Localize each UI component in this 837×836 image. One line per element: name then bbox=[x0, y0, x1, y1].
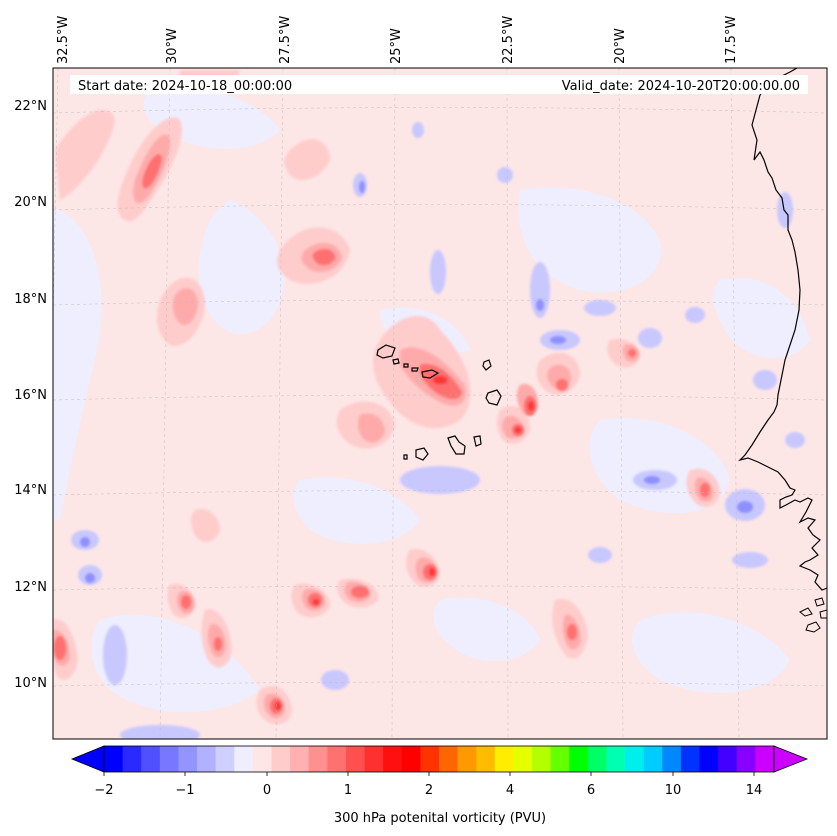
colorbar-segment bbox=[290, 746, 310, 772]
colorbar-segment bbox=[662, 746, 682, 772]
colorbar-segment bbox=[252, 746, 272, 772]
colorbar-segment bbox=[159, 746, 179, 772]
longitude-labels: 32.5°W 30°W 27.5°W 25°W 22.5°W 20°W 17.5… bbox=[56, 16, 739, 64]
colorbar-max-extension bbox=[773, 745, 809, 773]
colorbar-segment bbox=[122, 746, 142, 772]
colorbar-tick-label: 10 bbox=[665, 783, 682, 798]
colorbar-segment bbox=[476, 746, 496, 772]
gridlines bbox=[53, 68, 827, 739]
lon-label: 20°W bbox=[613, 28, 628, 64]
colorbar-segment bbox=[513, 746, 533, 772]
colorbar-frame bbox=[103, 745, 775, 773]
lat-label: 18°N bbox=[14, 292, 47, 307]
lon-label: 17.5°W bbox=[724, 16, 739, 64]
colorbar-segment bbox=[699, 746, 719, 772]
colorbar bbox=[70, 745, 809, 776]
colorbar-segment bbox=[104, 746, 124, 772]
colorbar-tick-label: 0 bbox=[263, 783, 271, 798]
colorbar-segment bbox=[197, 746, 217, 772]
lat-label: 22°N bbox=[14, 99, 47, 114]
lon-label: 27.5°W bbox=[278, 16, 293, 64]
cape-verde-islands bbox=[376, 344, 502, 461]
colorbar-segment bbox=[680, 746, 701, 772]
colorbar-segment bbox=[420, 746, 440, 772]
colorbar-segment bbox=[215, 746, 235, 772]
colorbar-tick-label: −1 bbox=[175, 783, 194, 798]
colorbar-segment bbox=[345, 746, 366, 772]
colorbar-tick-label: 2 bbox=[425, 783, 433, 798]
colorbar-segment bbox=[718, 746, 738, 772]
colorbar-segment bbox=[271, 746, 291, 772]
negative-pv-cores bbox=[80, 181, 753, 583]
colorbar-segment bbox=[625, 746, 645, 772]
lat-label: 14°N bbox=[14, 483, 47, 498]
colorbar-segment bbox=[327, 746, 347, 772]
lon-label: 30°W bbox=[165, 28, 180, 64]
lon-label: 32.5°W bbox=[56, 16, 71, 64]
colorbar-segment bbox=[364, 746, 384, 772]
colorbar-segment bbox=[755, 746, 775, 772]
colorbar-segment bbox=[308, 746, 328, 772]
colorbar-segment bbox=[178, 746, 198, 772]
latitude-labels: 22°N 20°N 18°N 16°N 14°N 12°N 10°N bbox=[14, 99, 47, 691]
colorbar-segment bbox=[234, 746, 254, 772]
lat-label: 20°N bbox=[14, 195, 47, 210]
colorbar-segment bbox=[606, 746, 626, 772]
colorbar-segment bbox=[532, 746, 552, 772]
positive-pv-strong bbox=[54, 154, 710, 714]
lat-label: 10°N bbox=[14, 676, 47, 691]
colorbar-tick-label: 1 bbox=[344, 783, 352, 798]
colorbar-min-extension bbox=[70, 745, 105, 773]
colorbar-segment bbox=[457, 746, 477, 772]
colorbar-tick-label: 4 bbox=[506, 783, 514, 798]
bijagos-islands bbox=[799, 597, 827, 633]
colorbar-ticks: −2 −1 0 1 2 4 6 10 14 bbox=[94, 783, 762, 798]
colorbar-segment bbox=[439, 746, 459, 772]
lat-label: 16°N bbox=[14, 388, 47, 403]
colorbar-tick-label: 6 bbox=[587, 783, 595, 798]
colorbar-tick-label: −2 bbox=[94, 783, 113, 798]
map-frame bbox=[52, 67, 828, 740]
colorbar-segment bbox=[550, 746, 570, 772]
colorbar-segment bbox=[141, 746, 161, 772]
colorbar-segment bbox=[643, 746, 663, 772]
colorbar-segment bbox=[383, 746, 403, 772]
colorbar-segment bbox=[401, 746, 421, 772]
date-info-box bbox=[70, 75, 808, 94]
lon-label: 22.5°W bbox=[501, 16, 516, 64]
colorbar-segment bbox=[736, 746, 756, 772]
colorbar-tick-label: 14 bbox=[746, 783, 763, 798]
colorbar-title: 300 hPa potenital vorticity (PVU) bbox=[334, 811, 546, 826]
valid-date-label: Valid_date: 2024-10-20T20:00:00.00 bbox=[562, 79, 800, 94]
map-plot-area: Start date: 2024-10-18_00:00:00 Valid_da… bbox=[53, 68, 827, 739]
start-date-label: Start date: 2024-10-18_00:00:00 bbox=[78, 79, 292, 94]
colorbar-segment bbox=[569, 746, 589, 772]
lon-label: 25°W bbox=[389, 28, 404, 64]
colorbar-segment bbox=[494, 746, 514, 772]
lat-label: 12°N bbox=[14, 580, 47, 595]
colorbar-segment bbox=[587, 746, 607, 772]
